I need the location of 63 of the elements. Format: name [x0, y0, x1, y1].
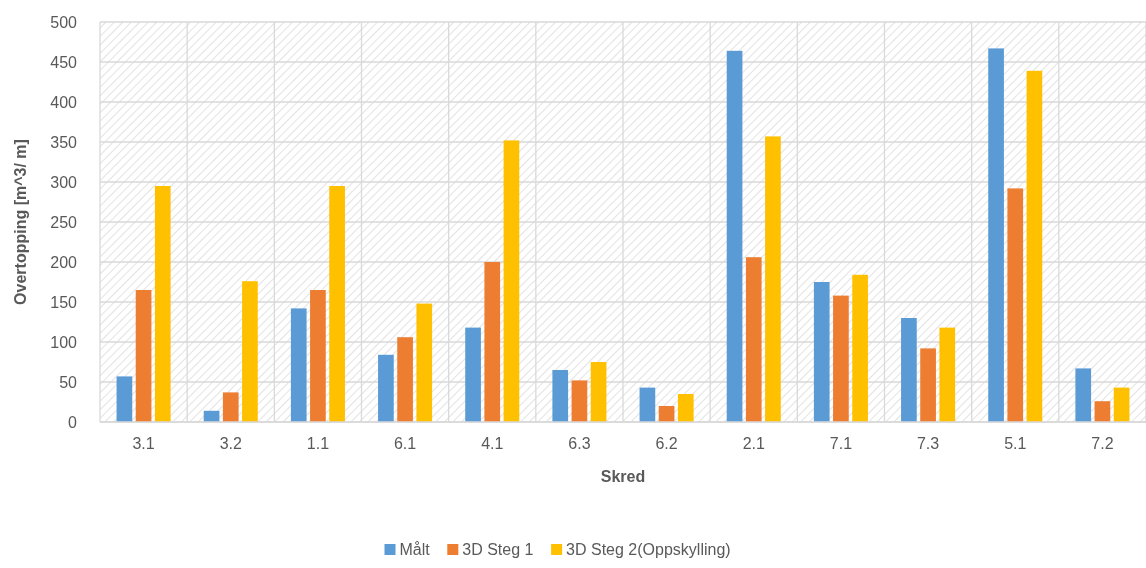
- bar: [135, 290, 152, 422]
- bar: [765, 136, 781, 422]
- x-tick-label: 7.2: [1091, 435, 1114, 452]
- bar: [484, 262, 501, 422]
- x-tick-label: 5.1: [1004, 435, 1027, 452]
- bar: [920, 348, 936, 422]
- bar: [222, 392, 239, 422]
- x-tick-label: 6.2: [655, 435, 678, 452]
- bar: [1075, 368, 1092, 422]
- y-tick-label: 100: [50, 333, 78, 351]
- y-tick-label: 350: [50, 133, 78, 151]
- bar: [1094, 401, 1111, 422]
- bar: [745, 257, 762, 422]
- bar: [329, 186, 345, 422]
- x-tick-label: 7.1: [829, 435, 853, 452]
- bar: [116, 376, 133, 422]
- bar: [154, 186, 171, 422]
- bar: [378, 354, 394, 422]
- bar: [639, 387, 656, 422]
- x-axis-title: Skred: [600, 468, 646, 485]
- bar: [590, 362, 607, 422]
- x-tick-label: 6.1: [393, 435, 417, 452]
- x-tick-label: 3.1: [132, 435, 155, 452]
- x-tick-label: 6.3: [568, 435, 591, 452]
- y-tick-label: 300: [50, 173, 78, 191]
- bar: [1026, 70, 1043, 422]
- y-tick-label: 500: [50, 13, 78, 31]
- bar: [242, 281, 258, 422]
- bar: [571, 380, 588, 422]
- legend-label: 3D Steg 2(Oppskylling): [566, 541, 731, 558]
- y-tick-label: 150: [50, 293, 78, 311]
- x-tick-label: 7.3: [916, 435, 940, 452]
- bar: [901, 318, 917, 422]
- x-tick-label: 2.1: [742, 435, 765, 452]
- bar: [988, 48, 1004, 422]
- x-tick-label: 3.2: [219, 435, 242, 452]
- bar: [677, 394, 694, 422]
- bar: [1007, 188, 1024, 422]
- bar: [310, 290, 326, 422]
- y-tick-label: 50: [59, 373, 78, 391]
- bar: [416, 303, 433, 422]
- bar: [397, 337, 413, 422]
- bar: [726, 50, 743, 422]
- y-axis-title: Overtopping [m^3/ m]: [12, 139, 29, 305]
- bar: [290, 308, 307, 422]
- y-tick-label: 250: [50, 213, 78, 231]
- legend-label: Målt: [399, 541, 431, 558]
- bar: [813, 282, 830, 422]
- bar: [852, 274, 868, 422]
- y-tick-label: 200: [50, 253, 78, 271]
- y-tick-label: 0: [68, 413, 78, 431]
- bar: [833, 295, 849, 422]
- bar: [465, 327, 481, 422]
- y-tick-label: 450: [50, 53, 78, 71]
- x-tick-label: 1.1: [306, 435, 330, 452]
- y-tick-label: 400: [50, 93, 78, 111]
- bar: [939, 327, 956, 422]
- bar: [658, 406, 675, 422]
- bar: [503, 140, 520, 422]
- x-tick-label: 4.1: [481, 435, 504, 452]
- legend-label: 3D Steg 1: [462, 541, 534, 558]
- bar: [552, 370, 569, 422]
- bar: [1113, 387, 1130, 422]
